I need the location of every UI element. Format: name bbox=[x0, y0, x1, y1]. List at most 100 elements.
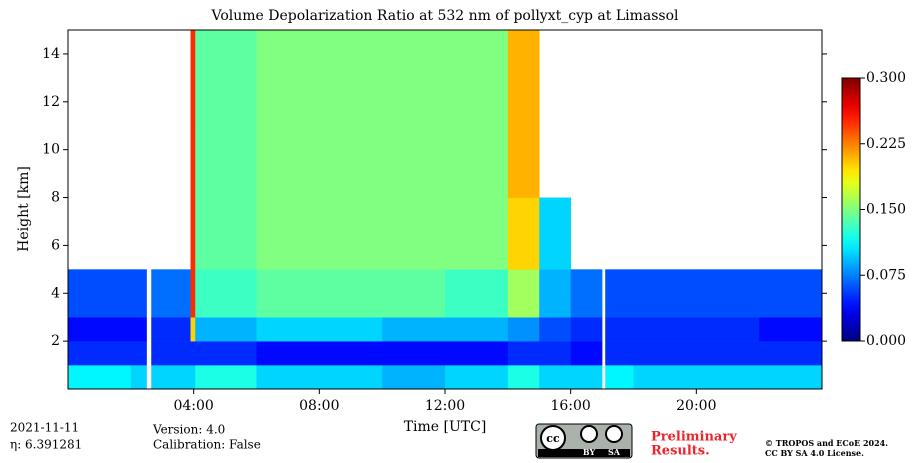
svg-text:cc: cc bbox=[546, 432, 560, 445]
heatmap-cell bbox=[633, 317, 697, 342]
x-tick-label: 04:00 bbox=[173, 398, 213, 414]
y-tick-label: 6 bbox=[51, 237, 60, 253]
colorbar-tick-label: 0.300 bbox=[866, 70, 906, 86]
heatmap-cell bbox=[570, 365, 603, 390]
heatmap-cell bbox=[190, 30, 196, 127]
heatmap-cell bbox=[99, 341, 132, 366]
heatmap-cell bbox=[539, 197, 571, 270]
heatmap-cell bbox=[759, 269, 823, 318]
heatmap-cell bbox=[570, 341, 603, 366]
chart-title: Volume Depolarization Ratio at 532 nm of… bbox=[211, 8, 680, 24]
heatmap-cell bbox=[696, 365, 760, 390]
heatmap-cell bbox=[445, 269, 509, 318]
heatmap-cell bbox=[68, 317, 100, 342]
x-tick-label: 16:00 bbox=[550, 398, 590, 414]
heatmap-cell bbox=[633, 341, 697, 366]
heatmap-cell bbox=[190, 317, 196, 342]
heatmap-cell bbox=[256, 341, 320, 366]
heatmap-cell bbox=[382, 30, 446, 127]
heatmap-cell bbox=[382, 269, 446, 318]
badge-label: BY bbox=[583, 447, 596, 457]
y-tick-label: 4 bbox=[51, 285, 60, 301]
heatmap-cell bbox=[539, 341, 571, 366]
eta: η: 6.391281 bbox=[10, 438, 82, 452]
heatmap-cell bbox=[151, 317, 191, 342]
heatmap-cell bbox=[190, 365, 196, 390]
heatmap-cell bbox=[633, 269, 697, 318]
heatmap-cell bbox=[539, 269, 571, 318]
y-axis-label: Height [km] bbox=[16, 166, 32, 252]
heatmap-cell bbox=[256, 269, 320, 318]
heatmap-cell bbox=[539, 365, 571, 390]
heatmap-cell bbox=[151, 365, 191, 390]
heatmap-cell bbox=[605, 317, 634, 342]
heatmap-cell bbox=[151, 341, 191, 366]
heatmap-cell bbox=[759, 365, 823, 390]
heatmap-cell bbox=[445, 30, 509, 127]
calibration: Calibration: False bbox=[153, 438, 261, 452]
heatmap-cell bbox=[605, 341, 634, 366]
colorbar-tick-label: 0.225 bbox=[866, 136, 906, 152]
heatmap-cell bbox=[507, 317, 540, 342]
x-tick-label: 08:00 bbox=[299, 398, 339, 414]
y-tick-label: 12 bbox=[42, 94, 60, 110]
copyright: CC BY SA 4.0 License. bbox=[765, 448, 864, 458]
colorbar-tick-label: 0.150 bbox=[866, 202, 906, 218]
heatmap-cell bbox=[445, 317, 509, 342]
heatmap-cell bbox=[68, 341, 100, 366]
heatmap-cell bbox=[605, 269, 634, 318]
heatmap-cell bbox=[195, 125, 257, 198]
y-tick-label: 10 bbox=[42, 142, 60, 158]
preliminary-note: Preliminary bbox=[651, 430, 737, 445]
heatmap-cell bbox=[382, 341, 446, 366]
heatmap-cell bbox=[99, 269, 132, 318]
heatmap-cell bbox=[319, 341, 383, 366]
x-tick-label: 12:00 bbox=[425, 398, 465, 414]
heatmap-cell bbox=[195, 365, 257, 390]
heatmap-cell bbox=[696, 269, 760, 318]
heatmap-cell bbox=[130, 365, 147, 390]
heatmap-cell bbox=[319, 30, 383, 127]
heatmap-cell bbox=[539, 317, 571, 342]
heatmap-cell bbox=[382, 125, 446, 198]
heatmap-cell bbox=[633, 365, 697, 390]
date: 2021-11-11 bbox=[10, 421, 79, 435]
cc-badge: cc BY SA bbox=[535, 423, 633, 459]
y-tick-label: 8 bbox=[51, 190, 60, 206]
copyright: © TROPOS and ECoE 2024. bbox=[765, 438, 888, 448]
heatmap-cell bbox=[605, 365, 634, 390]
heatmap-cell bbox=[130, 341, 147, 366]
heatmap-cell bbox=[759, 341, 823, 366]
heatmap-cell bbox=[570, 317, 603, 342]
heatmap-cell bbox=[256, 365, 320, 390]
heatmap-cell bbox=[130, 269, 147, 318]
heatmap-cell bbox=[696, 341, 760, 366]
heatmap-cell bbox=[382, 365, 446, 390]
heatmap-cell bbox=[190, 125, 196, 198]
colorbar bbox=[841, 77, 861, 342]
badge-label: SA bbox=[608, 447, 621, 457]
heatmap-cell bbox=[195, 317, 257, 342]
heatmap-cell bbox=[130, 317, 147, 342]
heatmap-cell bbox=[570, 269, 603, 318]
preliminary-note: Results. bbox=[651, 444, 710, 459]
heatmap-cell bbox=[319, 269, 383, 318]
x-axis-label: Time [UTC] bbox=[404, 419, 487, 435]
colorbar-tick-label: 0.075 bbox=[866, 267, 906, 283]
heatmap-cell bbox=[319, 197, 383, 270]
y-tick-label: 14 bbox=[42, 46, 60, 62]
heatmap-cell bbox=[445, 125, 509, 198]
heatmap-cell bbox=[195, 269, 257, 318]
heatmap-cell bbox=[256, 30, 320, 127]
heatmap-cell bbox=[319, 317, 383, 342]
colorbar-tick-label: 0.000 bbox=[866, 333, 906, 349]
heatmap-cell bbox=[151, 269, 191, 318]
heatmap-cell bbox=[68, 365, 100, 390]
heatmap-cell bbox=[195, 341, 257, 366]
heatmap-cell bbox=[256, 197, 320, 270]
heatmap-cell bbox=[382, 317, 446, 342]
x-tick-label: 20:00 bbox=[676, 398, 716, 414]
heatmap-cell bbox=[195, 197, 257, 270]
heatmap-cell bbox=[68, 269, 100, 318]
heatmap-cell bbox=[507, 197, 540, 270]
